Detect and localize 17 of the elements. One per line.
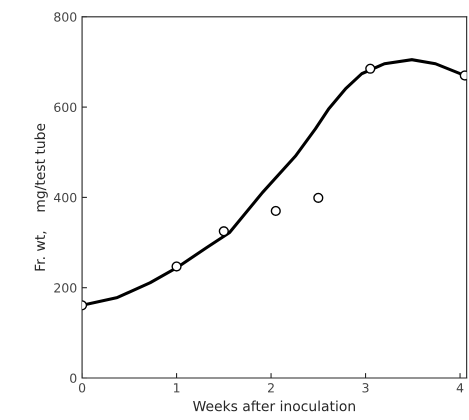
point — [218, 226, 229, 236]
x-tick-label: 3 — [362, 383, 369, 393]
point — [365, 64, 376, 74]
y-tick-label: 800 — [54, 12, 76, 22]
y-tick-label: 400 — [54, 192, 76, 202]
point — [270, 206, 281, 216]
point — [171, 261, 182, 272]
x-tick-label: 4 — [456, 383, 464, 392]
x-axis-title: Weeks after inoculation — [193, 400, 355, 412]
y-tick-label: 600 — [54, 102, 76, 112]
x-tick-label: 0 — [78, 383, 86, 393]
x-tick-label: 1 — [174, 383, 180, 392]
x-tick-label: 2 — [268, 383, 274, 392]
point — [313, 192, 324, 203]
y-tick-label: 0 — [70, 373, 76, 383]
y-tick-label: 200 — [54, 283, 76, 293]
y-axis-title: Fr. wt, mg/test tube — [34, 124, 48, 270]
